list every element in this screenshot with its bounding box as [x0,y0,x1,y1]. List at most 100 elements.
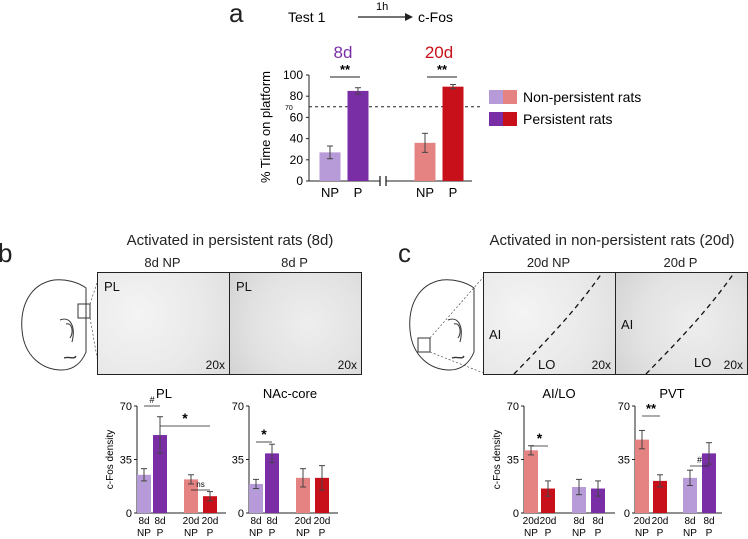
small-ylabel: c-Fos density [492,430,503,489]
small-xtick-label-top: 20d [295,516,312,527]
a-ytick-label: 100 [283,68,303,82]
small-xtick-label-bottom: P [706,528,713,539]
small-xtick-label-top: 8d [573,516,584,527]
small-bar [702,453,716,513]
small-bar [203,496,217,513]
a-bar [319,152,341,181]
micrograph-20d-p-mag: 20x [723,358,743,372]
brain-schematic-b [21,273,100,375]
small-xtick-label-top: 20d [183,516,200,527]
small-xtick-label-top: 20d [523,516,540,527]
micrograph-20d-p-boundary [645,273,735,374]
small-ytick-label: 35 [618,455,630,467]
legend-p-20d-swatch [503,112,517,126]
small-xtick-label-top: 20d [540,516,557,527]
legend-np-8d-swatch [489,90,503,104]
micrograph-8d-p-title: 8d P [281,255,308,270]
small-xtick-label-top: 8d [684,516,695,527]
small-xtick-label-bottom: NP [184,528,198,539]
micrograph-20d-p-ai: AI [621,317,634,332]
small-bar [683,477,697,513]
protocol-delay: 1h [376,1,388,13]
protocol-measure: c-Fos [418,9,453,25]
small-xtick-label-bottom: P [207,528,214,539]
small-bar [635,439,649,513]
small-xtick-label-bottom: NP [683,528,697,539]
small-xtick-label-bottom: P [595,528,602,539]
small-bar [572,487,586,513]
small-ytick-label: 70 [120,401,132,413]
a-xtick-label: NP [416,185,434,200]
panel-b-title: Activated in persistent rats (8d) [126,232,334,249]
group-8d-heading: 8d [334,43,353,62]
micrograph-20d-np: AI LO 20x [483,272,616,375]
small-xtick-label-top: 20d [202,516,219,527]
small-bar [249,483,263,513]
small-ytick-label: 70 [232,401,244,413]
brain-schematic-c [409,273,487,375]
a-ytick-label: 20 [290,153,304,167]
small-xtick-label-top: 8d [703,516,714,527]
small-ytick-label: 0 [126,508,132,520]
small-bar [265,453,279,513]
panel-a-svg: Test 1 1h c-Fos 8d 20d ** ** % Time on p… [258,1,641,200]
small-xtick-label-top: 20d [652,516,669,527]
small-title: NAc-core [263,386,317,401]
small-xtick-label-bottom: NP [137,528,151,539]
small-bar [296,477,310,513]
small-bar [524,450,538,513]
a-xtick-label: P [354,185,363,200]
small-xtick-label-bottom: P [545,528,552,539]
small-ytick-label: 70 [618,401,630,413]
micrograph-8d-np-title: 8d NP [144,255,181,270]
small-sig-label: ** [646,401,657,416]
protocol-test: Test 1 [288,9,326,25]
small-bar [153,435,167,513]
a-ytick-label: 80 [290,89,304,103]
small-xtick-label-bottom: NP [296,528,310,539]
micrograph-20d-np-lo: LO [538,357,556,372]
small-bar [137,474,151,513]
a-bar [414,142,436,181]
chart-a: 0 20 40 60 80 100 NP P NP P [283,68,482,200]
a-xtick-label: NP [321,185,339,200]
sig-20d: ** [437,62,448,77]
small-bar [653,480,667,513]
threshold-label: 70 [285,105,293,112]
legend-p-8d-swatch [489,112,503,126]
micrograph-8d-np-mag: 20x [205,358,225,372]
a-bar [442,86,464,181]
legend-p-label: Persistent rats [523,111,612,127]
small-xtick-label-top: 8d [592,516,603,527]
a-ytick-label: 60 [290,110,304,124]
panel-a-ylabel: % Time on platform [258,71,273,183]
small-ytick-label: 0 [513,508,519,520]
small-ylabel: c-Fos density [105,430,116,489]
small-xtick-label-bottom: P [269,528,276,539]
a-ytick-label: 40 [290,132,304,146]
small-sig-label: * [537,430,543,446]
protocol-arrowhead [405,13,413,21]
panel-c-letter: c [398,238,411,268]
micrograph-20d-p-lo: LO [694,355,712,370]
small-xtick-label-top: 8d [154,516,165,527]
small-ytick-label: 35 [120,455,132,467]
small-title: PL [156,386,172,401]
group-20d-heading: 20d [425,43,453,62]
small-xtick-label-top: 20d [314,516,331,527]
micrograph-20d-np-ai: AI [489,327,502,342]
small-sig-label: # [149,395,154,405]
micrograph-8d-p-region: PL [236,279,252,294]
micrograph-8d-np-region: PL [104,279,120,294]
panel-a-letter: a [229,0,244,28]
a-xtick-label: P [449,185,458,200]
small-sig-label: * [182,410,188,426]
legend-np-20d-swatch [503,90,517,104]
small-ytick-label: 0 [624,508,630,520]
small-bar [541,488,555,513]
small-xtick-label-bottom: P [319,528,326,539]
small-xtick-label-bottom: NP [524,528,538,539]
